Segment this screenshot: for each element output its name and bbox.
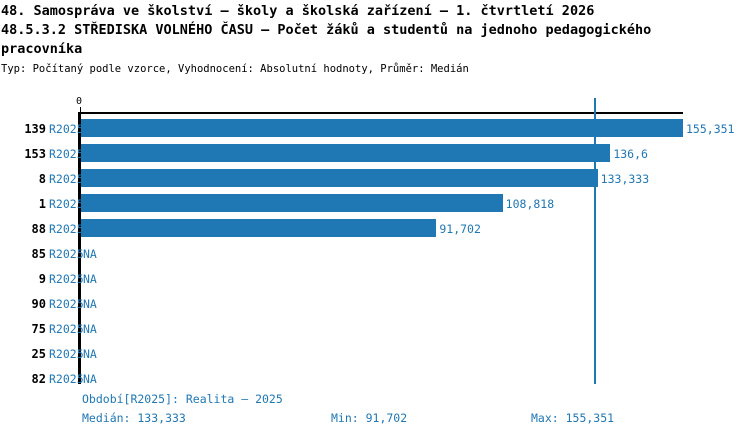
row-period-label: R2025 bbox=[49, 147, 84, 161]
row-value-na: NA bbox=[83, 347, 97, 361]
row-index-label: 90 bbox=[31, 297, 46, 311]
bar-row[interactable]: 1 R2025 108,818 bbox=[0, 193, 750, 218]
row-index-label: 82 bbox=[31, 372, 46, 386]
row-index-label: 85 bbox=[31, 247, 46, 261]
legend-series-label: Období[R2025]: Realita – 2025 bbox=[82, 392, 283, 406]
bar-row[interactable]: 75 R2025 NA bbox=[0, 318, 750, 343]
page-title: 48. Samospráva ve školství – školy a ško… bbox=[1, 3, 595, 19]
page-subtitle-line-2: pracovníka bbox=[1, 41, 83, 57]
axis-zero-vertical-line bbox=[78, 112, 81, 384]
bar[interactable] bbox=[81, 144, 611, 162]
bar-row[interactable]: 153 R2025 136,6 bbox=[0, 143, 750, 168]
bar-value-label: 136,6 bbox=[613, 147, 648, 161]
bar-value-label: 108,818 bbox=[505, 197, 555, 211]
stat-max-label: Max: 155,351 bbox=[531, 411, 615, 425]
row-index-label: 88 bbox=[31, 222, 46, 236]
bar-row[interactable]: 82 R2025 NA bbox=[0, 368, 750, 393]
stat-min-label: Min: 91,702 bbox=[331, 411, 408, 425]
chart-footer: Období[R2025]: Realita – 2025 Medián: 13… bbox=[0, 392, 750, 438]
row-index-label: 75 bbox=[31, 322, 46, 336]
bar[interactable] bbox=[81, 119, 683, 137]
median-reference-line bbox=[594, 98, 596, 384]
bar-value-label: 133,333 bbox=[600, 172, 650, 186]
bar-row[interactable]: 8 R2025 133,333 bbox=[0, 168, 750, 193]
bar-row[interactable]: 88 R2025 91,702 bbox=[0, 218, 750, 243]
bar-row[interactable]: 139 R2025 155,351 bbox=[0, 118, 750, 143]
row-period-label: R2025 bbox=[49, 372, 84, 386]
bar-row[interactable]: 9 R2025 NA bbox=[0, 268, 750, 293]
row-value-na: NA bbox=[83, 247, 97, 261]
axis-top-line bbox=[80, 112, 683, 114]
row-period-label: R2025 bbox=[49, 222, 84, 236]
axis-tick-mark-zero bbox=[80, 107, 81, 113]
axis-tick-label-zero: 0 bbox=[76, 96, 83, 107]
bar-row[interactable]: 85 R2025 NA bbox=[0, 243, 750, 268]
row-period-label: R2025 bbox=[49, 197, 84, 211]
row-period-label: R2025 bbox=[49, 347, 84, 361]
subtitle-block: 48.5.3.2 STŘEDISKA VOLNÉHO ČASU – Počet … bbox=[0, 21, 750, 59]
row-value-na: NA bbox=[83, 372, 97, 386]
row-period-label: R2025 bbox=[49, 247, 84, 261]
row-index-label: 8 bbox=[38, 172, 46, 186]
row-period-label: R2025 bbox=[49, 172, 84, 186]
row-index-label: 1 bbox=[38, 197, 46, 211]
bar[interactable] bbox=[81, 194, 503, 212]
stat-median-label: Medián: 133,333 bbox=[82, 411, 186, 425]
report-header: 48. Samospráva ve školství – školy a ško… bbox=[0, 0, 750, 76]
row-index-label: 153 bbox=[24, 147, 46, 161]
row-value-na: NA bbox=[83, 272, 97, 286]
row-value-na: NA bbox=[83, 322, 97, 336]
row-index-label: 25 bbox=[31, 347, 46, 361]
bar-row[interactable]: 25 R2025 NA bbox=[0, 343, 750, 368]
row-period-label: R2025 bbox=[49, 322, 84, 336]
row-period-label: R2025 bbox=[49, 122, 84, 136]
row-index-label: 139 bbox=[24, 122, 46, 136]
bar-row[interactable]: 90 R2025 NA bbox=[0, 293, 750, 318]
bar[interactable] bbox=[81, 219, 437, 237]
bar-chart-plot-area: 0 139 R2025 155,351 153 R2025 136,6 8 R2025 133,… bbox=[0, 96, 750, 386]
row-period-label: R2025 bbox=[49, 272, 84, 286]
row-index-label: 9 bbox=[38, 272, 46, 286]
row-value-na: NA bbox=[83, 297, 97, 311]
title-block: 48. Samospráva ve školství – školy a ško… bbox=[0, 0, 750, 21]
page-subtitle-line-1: 48.5.3.2 STŘEDISKA VOLNÉHO ČASU – Počet … bbox=[1, 22, 652, 38]
bar[interactable] bbox=[81, 169, 598, 187]
report-meta-line: Typ: Počítaný podle vzorce, Vyhodnocení:… bbox=[1, 63, 469, 75]
bar-value-label: 91,702 bbox=[439, 222, 481, 236]
bar-value-label: 155,351 bbox=[686, 122, 735, 136]
row-period-label: R2025 bbox=[49, 297, 84, 311]
